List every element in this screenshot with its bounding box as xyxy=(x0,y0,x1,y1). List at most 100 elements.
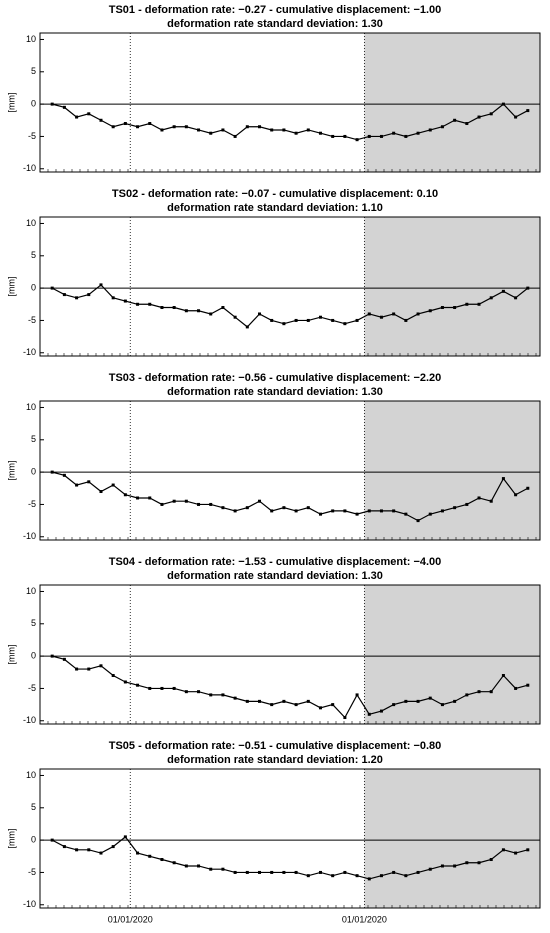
data-point xyxy=(440,306,444,310)
data-point xyxy=(477,115,481,119)
y-tick-label: 5 xyxy=(31,618,36,628)
shaded-region xyxy=(364,33,540,172)
plot-frame xyxy=(39,584,541,725)
data-point xyxy=(367,312,371,316)
series-line xyxy=(52,655,528,719)
data-point xyxy=(233,509,237,513)
data-point xyxy=(160,128,164,132)
data-point xyxy=(514,296,518,300)
data-point xyxy=(148,854,152,858)
data-point xyxy=(99,664,103,668)
data-point xyxy=(453,699,457,703)
data-point xyxy=(404,874,408,878)
data-point xyxy=(50,102,54,106)
data-point xyxy=(184,125,188,129)
y-tick-label: -5 xyxy=(28,499,36,509)
plot-frame xyxy=(39,216,541,357)
data-point xyxy=(294,870,298,874)
data-point xyxy=(465,861,469,865)
y-tick-label: -10 xyxy=(23,163,36,173)
data-point xyxy=(123,299,127,303)
data-point xyxy=(258,699,262,703)
data-point xyxy=(270,509,274,513)
data-point xyxy=(172,686,176,690)
chart-subtitle: deformation rate standard deviation: 1.3… xyxy=(167,386,383,398)
data-point xyxy=(245,506,249,510)
data-point xyxy=(477,302,481,306)
data-point xyxy=(99,118,103,122)
data-point xyxy=(184,864,188,868)
data-point xyxy=(294,703,298,707)
data-point xyxy=(465,502,469,506)
data-point xyxy=(221,306,225,310)
data-point xyxy=(148,686,152,690)
data-point xyxy=(306,874,310,878)
data-point xyxy=(209,867,213,871)
data-point xyxy=(282,870,286,874)
data-point xyxy=(75,848,79,852)
data-point xyxy=(160,502,164,506)
data-point xyxy=(343,870,347,874)
data-point xyxy=(367,509,371,513)
chart-subtitle: deformation rate standard deviation: 1.2… xyxy=(167,754,383,766)
data-point xyxy=(416,870,420,874)
shaded-region xyxy=(364,585,540,724)
data-point xyxy=(160,306,164,310)
data-point xyxy=(379,709,383,713)
y-tick-label: -10 xyxy=(23,531,36,541)
data-point xyxy=(514,851,518,855)
data-point xyxy=(282,322,286,326)
data-point xyxy=(258,312,262,316)
y-axis-label: [mm] xyxy=(6,645,16,665)
y-tick-label: 0 xyxy=(31,282,36,292)
data-point xyxy=(526,848,530,852)
chart-title: TS03 - deformation rate: −0.56 - cumulat… xyxy=(109,372,442,384)
data-point xyxy=(87,667,91,671)
data-point xyxy=(501,477,505,481)
data-point xyxy=(392,312,396,316)
data-point xyxy=(331,134,335,138)
data-point xyxy=(148,122,152,126)
data-point xyxy=(197,502,201,506)
data-point xyxy=(501,102,505,106)
data-point xyxy=(416,519,420,523)
y-axis-label: [mm] xyxy=(6,277,16,297)
series-line xyxy=(52,471,529,522)
data-point xyxy=(404,699,408,703)
series-line xyxy=(51,284,529,328)
data-point xyxy=(379,509,383,513)
x-tick-label: 01/01/2020 xyxy=(108,914,153,924)
data-point xyxy=(233,870,237,874)
data-point xyxy=(526,683,530,687)
data-point xyxy=(294,318,298,322)
data-point xyxy=(87,112,91,116)
data-point xyxy=(209,502,213,506)
data-point xyxy=(87,293,91,297)
data-point xyxy=(355,693,359,697)
data-point xyxy=(50,838,54,842)
data-point xyxy=(501,674,505,678)
data-point xyxy=(343,322,347,326)
data-point xyxy=(282,128,286,132)
data-point xyxy=(282,699,286,703)
data-point xyxy=(331,509,335,513)
data-point xyxy=(62,105,66,109)
data-point xyxy=(123,835,127,839)
plot-frame xyxy=(39,768,541,909)
data-point xyxy=(428,867,432,871)
data-point xyxy=(318,706,322,710)
chart-subtitle: deformation rate standard deviation: 1.3… xyxy=(167,570,383,582)
data-point xyxy=(526,109,530,113)
data-point xyxy=(367,712,371,716)
data-point xyxy=(428,309,432,313)
data-point xyxy=(453,506,457,510)
data-point xyxy=(184,690,188,694)
data-point xyxy=(428,128,432,132)
chart-subtitle: deformation rate standard deviation: 1.1… xyxy=(167,202,383,214)
data-point xyxy=(136,683,140,687)
data-point xyxy=(428,512,432,516)
data-point xyxy=(197,309,201,313)
data-point xyxy=(172,306,176,310)
data-point xyxy=(416,699,420,703)
